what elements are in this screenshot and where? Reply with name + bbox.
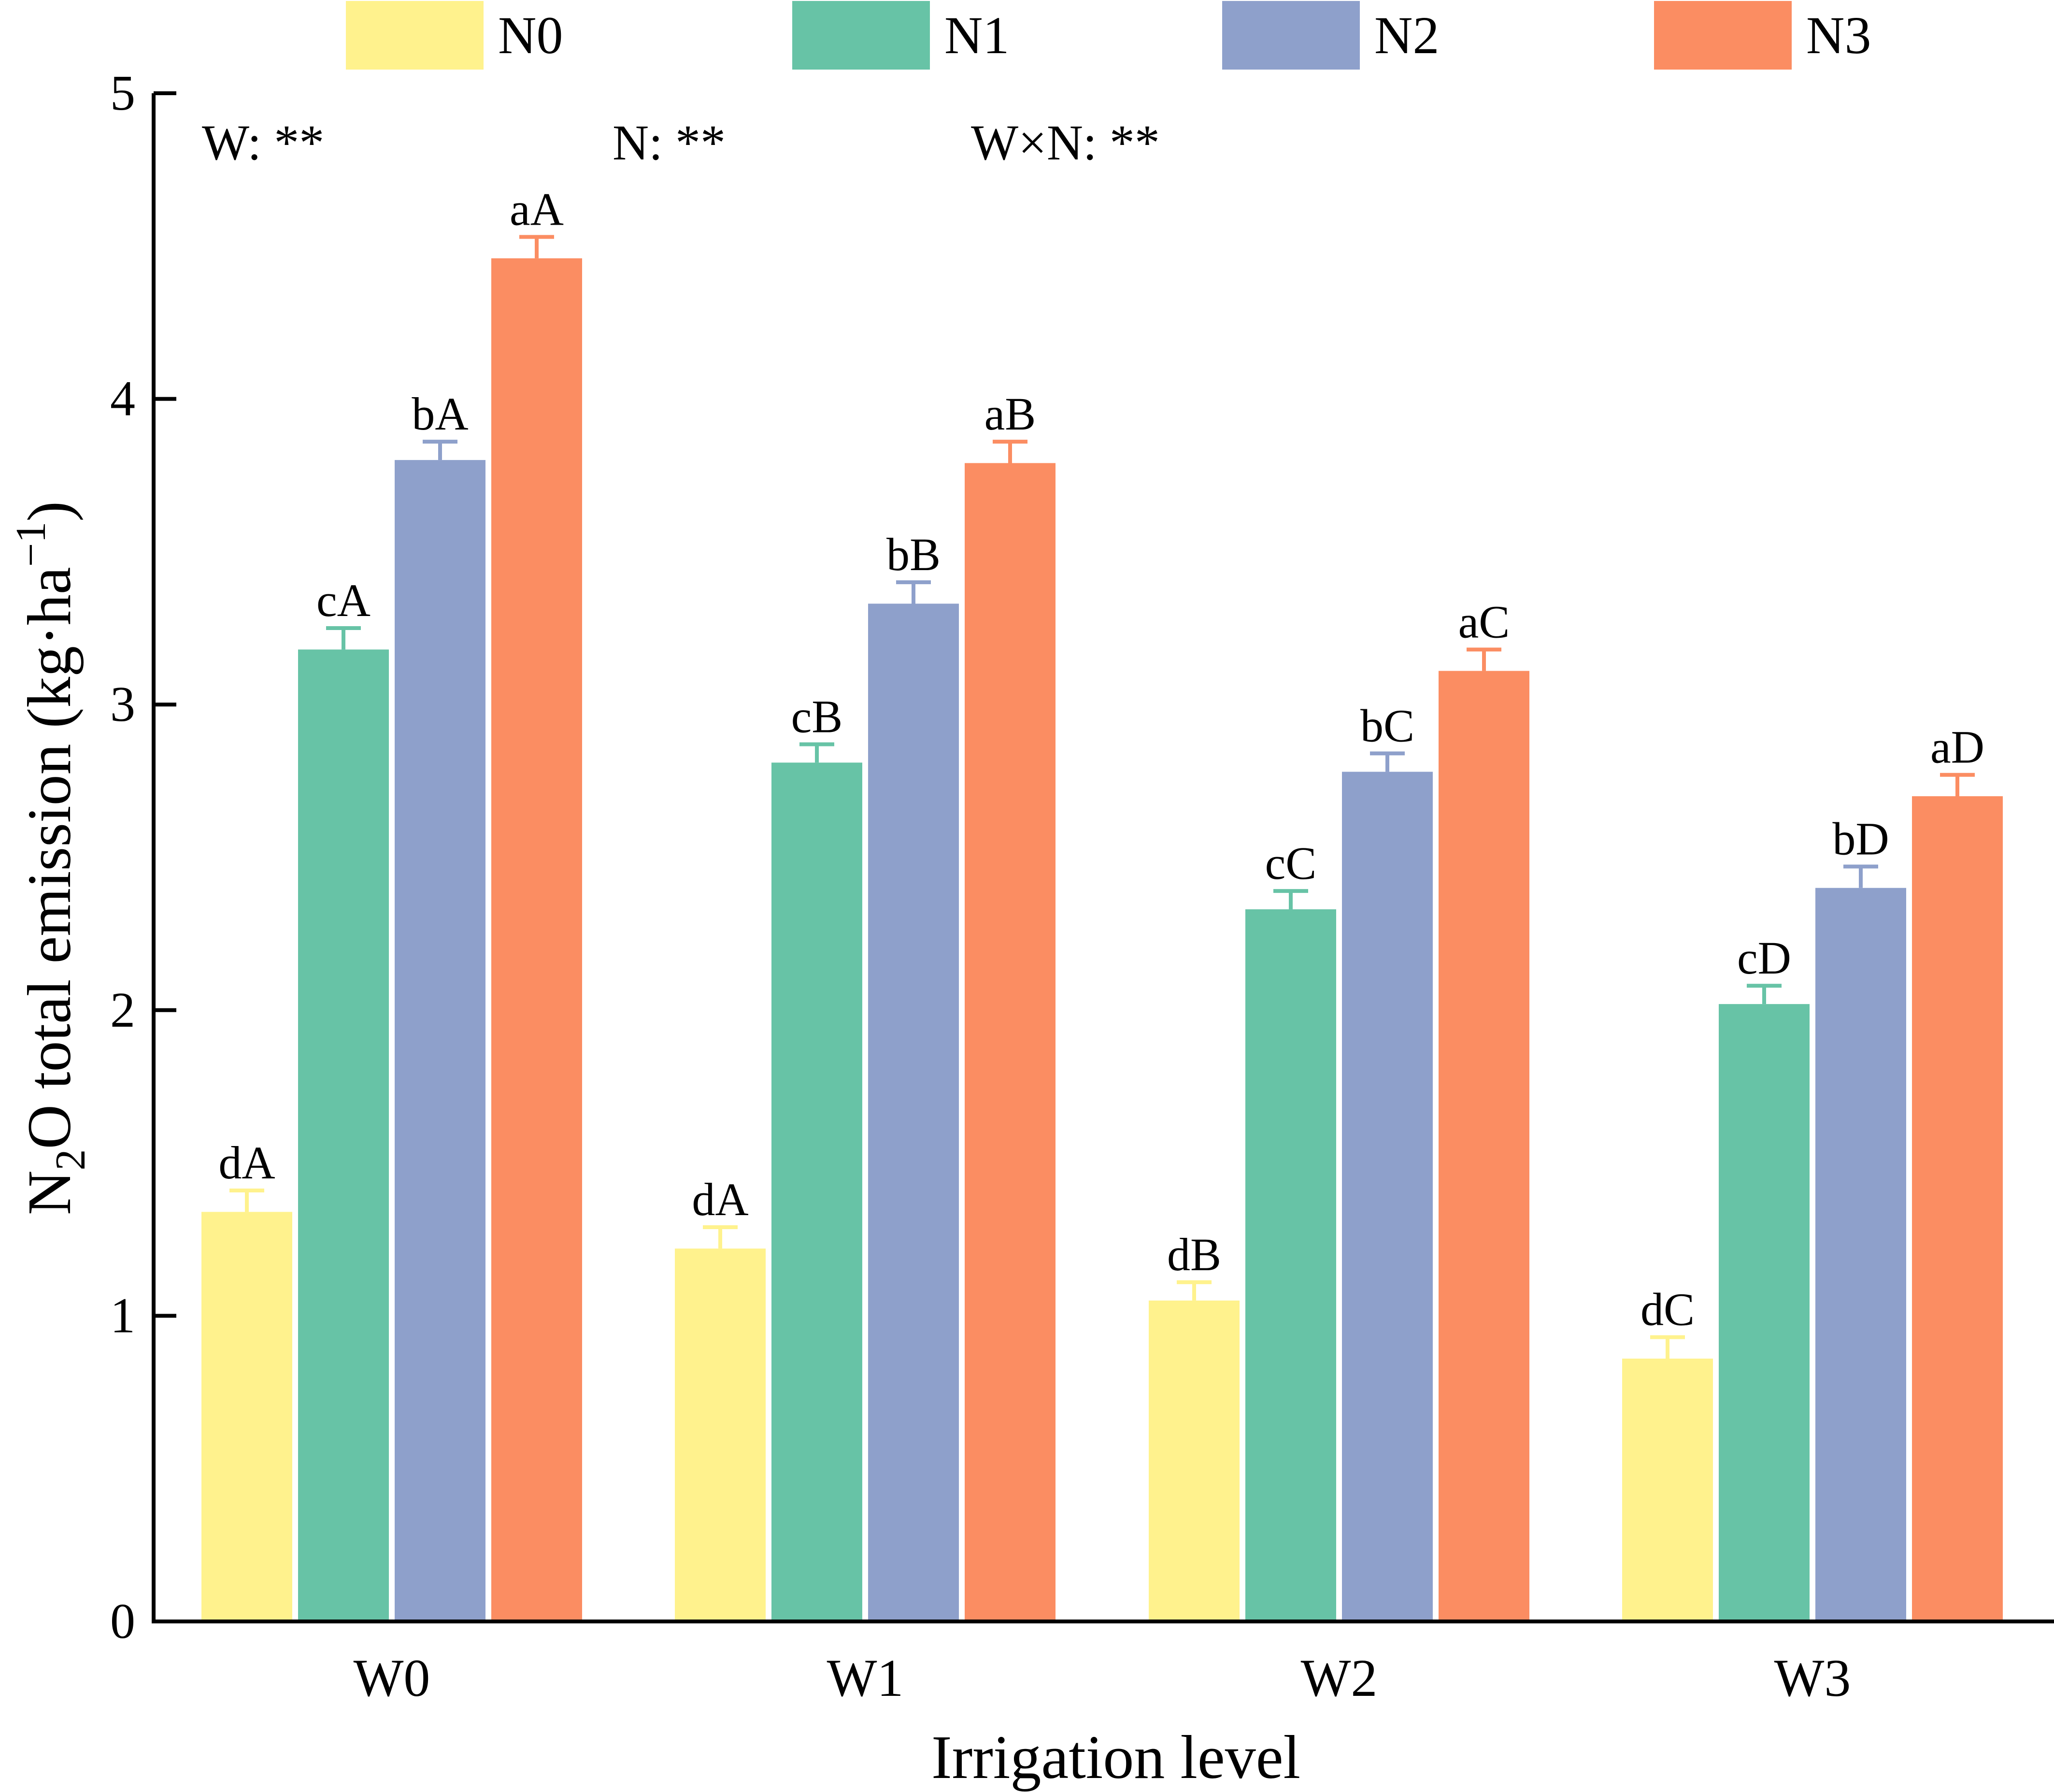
legend-swatch-n3 [1654, 1, 1792, 70]
bar-group-w1: dA cB bB aB [675, 388, 1056, 1622]
y-axis-title-superscript: −1 [8, 522, 55, 567]
bar-n0-w0 [201, 1212, 292, 1621]
bar-n3-w1 [965, 463, 1056, 1621]
y-axis-title-part3: ) [15, 501, 84, 522]
bar-n2-w1 [868, 603, 959, 1622]
x-tick-label-w3: W3 [1774, 1649, 1851, 1707]
y-tick-label-5: 5 [110, 65, 135, 121]
legend-label-n0: N0 [498, 6, 563, 65]
legend-label-n3: N3 [1806, 6, 1871, 65]
sig-label-n0-w0: dA [218, 1137, 275, 1189]
sig-label-n3-w3: aD [1930, 721, 1984, 773]
bar-n3-w3 [1912, 796, 2003, 1621]
x-tick-label-w0: W0 [354, 1649, 430, 1707]
bar-n0-w1 [675, 1248, 766, 1621]
sig-label-n2-w3: bD [1832, 813, 1889, 864]
x-tick-label-w2: W2 [1301, 1649, 1378, 1707]
axes [152, 93, 2054, 1623]
sig-label-n3-w2: aC [1458, 596, 1510, 647]
bar-groups: dA cA bA aA dA cB bB aB dB cC bC aC dC cD bD aD [201, 183, 2003, 1622]
sig-label-n3-w1: aB [984, 388, 1036, 440]
sig-label-n2-w2: bC [1360, 700, 1414, 751]
x-tick-label-w1: W1 [827, 1649, 904, 1707]
y-tick-label-2: 2 [110, 982, 135, 1038]
sig-label-n0-w3: dC [1640, 1284, 1695, 1335]
y-axis-title-subscript: 2 [47, 1149, 94, 1170]
bar-n0-w2 [1149, 1300, 1240, 1621]
bar-group-w2: dB cC bC aC [1149, 596, 1529, 1621]
bar-n1-w1 [771, 762, 862, 1621]
bar-n2-w0 [395, 460, 485, 1621]
annotation-1: N: ** [613, 115, 726, 171]
bar-n1-w2 [1245, 909, 1336, 1621]
sig-label-n2-w1: bB [886, 529, 941, 580]
y-tick-label-0: 0 [110, 1593, 135, 1649]
bar-n0-w3 [1622, 1358, 1713, 1621]
sig-label-n3-w0: aA [510, 183, 564, 235]
legend-swatch-n0 [346, 1, 484, 70]
bar-n3-w2 [1439, 671, 1529, 1621]
sig-label-n1-w1: cB [791, 690, 843, 742]
annotation-0: W: ** [202, 115, 324, 171]
bar-n1-w3 [1719, 1004, 1810, 1621]
legend-label-n2: N2 [1374, 6, 1439, 65]
bar-group-w3: dC cD bD aD [1622, 721, 2003, 1621]
annotation-2: W×N: ** [971, 115, 1160, 171]
bar-group-w0: dA cA bA aA [201, 183, 582, 1621]
bar-n2-w2 [1342, 772, 1433, 1621]
y-tick-label-4: 4 [110, 371, 135, 427]
sig-label-n0-w1: dA [692, 1174, 748, 1225]
y-axis-title: N2O total emission (kg·ha−1) [8, 501, 94, 1215]
sig-label-n1-w2: cC [1265, 837, 1317, 889]
significance-annotations: W: ** N: ** W×N: ** [202, 115, 1160, 171]
legend-swatch-n1 [792, 1, 930, 70]
x-axis-title: Irrigation level [931, 1723, 1300, 1792]
y-tick-label-1: 1 [110, 1288, 135, 1343]
sig-label-n2-w0: bA [412, 388, 468, 440]
y-axis-ticks: 0 1 2 3 4 5 [110, 65, 176, 1649]
bar-n1-w0 [298, 649, 389, 1621]
bar-n2-w3 [1815, 888, 1906, 1621]
x-axis-ticks: W0 W1 W2 W3 [354, 1649, 1851, 1707]
y-axis-title-part1: N [15, 1170, 84, 1215]
y-axis-title-part2: O total emission (kg·ha [15, 567, 84, 1149]
sig-label-n1-w0: cA [316, 574, 371, 626]
legend-swatch-n2 [1222, 1, 1360, 70]
sig-label-n1-w3: cD [1737, 932, 1791, 984]
chart-legend: N0 N1 N2 N3 [346, 1, 1871, 70]
legend-label-n1: N1 [944, 6, 1009, 65]
y-tick-label-3: 3 [110, 676, 135, 732]
bar-n3-w0 [491, 258, 582, 1621]
sig-label-n0-w2: dB [1167, 1229, 1221, 1280]
